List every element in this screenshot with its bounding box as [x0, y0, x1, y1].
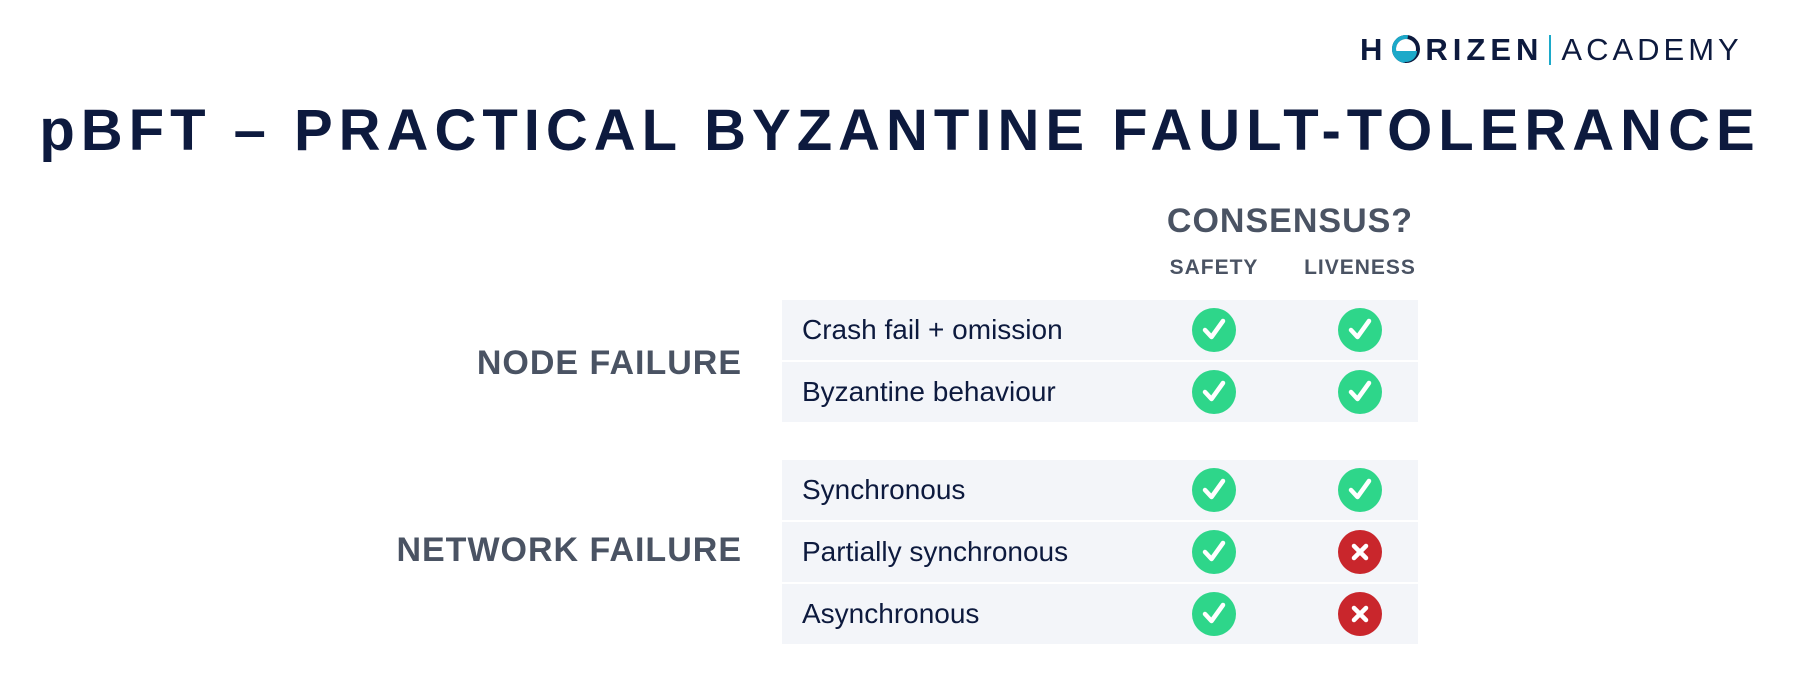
logo-academy: ACADEMY	[1561, 32, 1743, 67]
check-icon-liveness	[1338, 468, 1382, 512]
check-icon-safety	[1192, 468, 1236, 512]
check-icon-liveness	[1338, 370, 1382, 414]
row-label: Crash fail + omission	[802, 314, 1063, 345]
check-icon-safety	[1192, 592, 1236, 636]
horizen-academy-logo: H RIZEN ACADEMY	[1360, 30, 1743, 70]
column-header-safety: SAFETY	[1169, 256, 1259, 279]
logo-letters-rizen: RIZEN	[1425, 32, 1544, 67]
consensus-header: CONSENSUS?	[1166, 202, 1414, 240]
cross-icon-liveness	[1338, 592, 1382, 636]
check-icon-safety	[1192, 530, 1236, 574]
check-icon-safety	[1192, 370, 1236, 414]
column-header-liveness: LIVENESS	[1304, 256, 1416, 279]
row-label: Synchronous	[802, 474, 966, 505]
table-row: Crash fail + omission	[782, 300, 1418, 360]
group-label-node-failure: NODE FAILURE	[476, 344, 742, 382]
horizen-o-icon	[1392, 34, 1421, 63]
row-label: Byzantine behaviour	[802, 376, 1056, 407]
page-title: pBFT – PRACTICAL BYZANTINE FAULT-TOLERAN…	[39, 98, 1761, 163]
table-row: Byzantine behaviour	[782, 362, 1418, 422]
logo-letter-h: H	[1360, 32, 1388, 67]
table-row: Asynchronous	[782, 584, 1418, 644]
logo-wordmark: H RIZEN ACADEMY	[1360, 30, 1743, 70]
check-icon-liveness	[1338, 308, 1382, 352]
check-icon-safety	[1192, 308, 1236, 352]
row-label: Asynchronous	[802, 598, 980, 629]
logo-divider	[1549, 34, 1552, 65]
table-row: Partially synchronous	[782, 522, 1418, 582]
row-label: Partially synchronous	[802, 536, 1069, 567]
cross-icon-liveness	[1338, 530, 1382, 574]
table-row: Synchronous	[782, 460, 1418, 520]
group-label-network-failure: NETWORK FAILURE	[396, 531, 742, 569]
